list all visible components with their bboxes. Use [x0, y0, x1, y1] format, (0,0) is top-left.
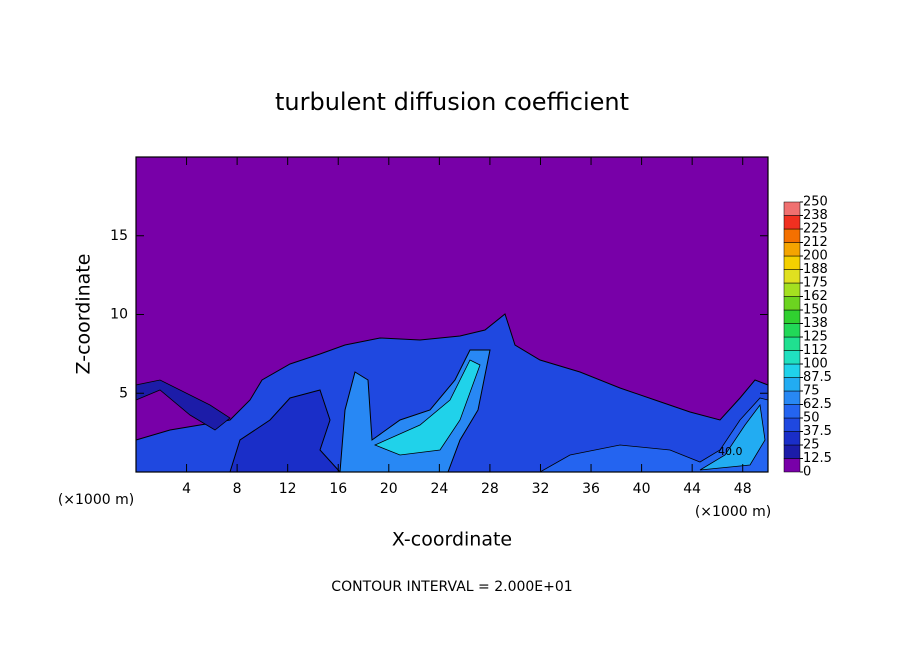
x-axis-label: X-coordinate — [392, 529, 512, 551]
colorbar-band — [783, 269, 801, 284]
field-region — [339, 349, 491, 473]
colorbar-tick-label: 238 — [803, 208, 828, 223]
x-tick-label: 4 — [182, 481, 191, 497]
y-tick-label: 10 — [110, 307, 128, 323]
colorbar-tick-label: 62.5 — [803, 397, 832, 412]
colorbar-tick-label: 0 — [803, 465, 811, 480]
colorbar-tick-label: 125 — [803, 330, 828, 345]
colorbar-tick-label: 75 — [803, 384, 820, 399]
colorbar-band — [783, 458, 801, 473]
x-tick-label: 12 — [279, 481, 297, 497]
colorbar-band — [783, 444, 801, 459]
colorbar-tick-label: 112 — [803, 343, 828, 358]
colorbar-tick-label: 188 — [803, 262, 828, 277]
colorbar-tick-label: 25 — [803, 438, 820, 453]
y-axis-label: Z-coordinate — [73, 254, 95, 375]
colorbar-tick-label: 50 — [803, 411, 820, 426]
x-tick-label: 24 — [430, 481, 448, 497]
colorbar-tick-label: 37.5 — [803, 424, 832, 439]
field-region — [135, 379, 231, 431]
field-region — [229, 389, 342, 473]
colorbar-tick-label: 162 — [803, 289, 828, 304]
colorbar-band — [783, 404, 801, 419]
x-tick-label: 32 — [532, 481, 550, 497]
colorbar-band — [783, 215, 801, 230]
colorbar-band — [783, 363, 801, 378]
field-region — [373, 359, 481, 456]
colorbar-band — [783, 323, 801, 338]
x-tick-label: 40 — [633, 481, 651, 497]
field: 40.0 — [135, 157, 769, 473]
colorbar-band — [783, 255, 801, 270]
colorbar-band — [783, 282, 801, 297]
footnote: CONTOUR INTERVAL = 2.000E+01 — [331, 579, 572, 595]
colorbar-tick-label: 175 — [803, 276, 828, 291]
x-unit-label: (×1000 m) — [58, 492, 134, 508]
y-tick-label: 15 — [110, 228, 128, 244]
x-tick-label: 48 — [734, 481, 752, 497]
x-tick-label: 36 — [582, 481, 600, 497]
colorbar-tick-label: 87.5 — [803, 370, 832, 385]
colorbar-tick-label: 225 — [803, 222, 828, 237]
colorbar-band — [783, 390, 801, 405]
colorbar-band — [783, 296, 801, 311]
field-region — [699, 403, 766, 471]
colorbar-tick-label: 100 — [803, 357, 828, 372]
chart-title: turbulent diffusion coefficient — [275, 88, 629, 116]
colorbar-tick-label: 12.5 — [803, 451, 832, 466]
colorbar-band — [783, 417, 801, 432]
colorbar-band — [783, 336, 801, 351]
contour-label: 40.0 — [718, 445, 743, 458]
colorbar-band — [783, 201, 801, 216]
colorbar-band — [783, 228, 801, 243]
x-unit-label: (×1000 m) — [695, 504, 771, 520]
colorbar-tick-label: 212 — [803, 235, 828, 250]
y-tick-label: 5 — [119, 385, 128, 401]
colorbar-tick-label: 138 — [803, 316, 828, 331]
colorbar-tick-label: 150 — [803, 303, 828, 318]
colorbar-band — [783, 431, 801, 446]
colorbar-band — [783, 350, 801, 365]
colorbar-tick-label: 250 — [803, 195, 828, 210]
colorbar-band — [783, 377, 801, 392]
x-tick-label: 28 — [481, 481, 499, 497]
colorbar-band — [783, 242, 801, 257]
x-tick-label: 8 — [233, 481, 242, 497]
x-tick-label: 20 — [380, 481, 398, 497]
x-tick-label: 16 — [329, 481, 347, 497]
colorbar-band — [783, 309, 801, 324]
x-tick-label: 44 — [683, 481, 701, 497]
colorbar-tick-label: 200 — [803, 249, 828, 264]
